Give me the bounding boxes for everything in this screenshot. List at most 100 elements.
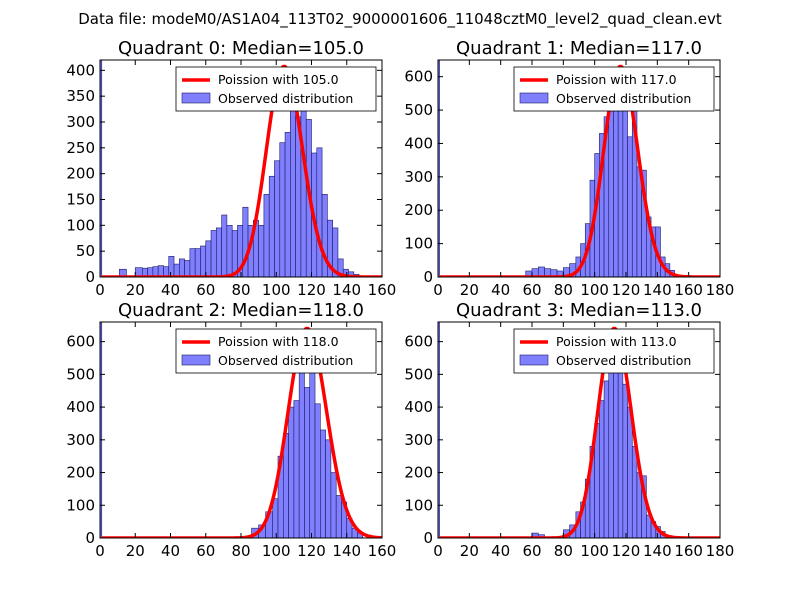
histogram-bar [221,214,228,277]
histogram-bar [314,403,321,538]
poisson-curve [101,64,382,277]
legend-box [513,328,715,374]
x-tick-label: 140 [332,281,361,299]
histogram-bar [210,230,217,277]
histogram-bar [226,225,233,277]
histogram-bar [100,60,103,277]
histogram-bar [617,89,624,277]
axes-frame [437,321,721,539]
y-tick-label: 350 [66,87,95,105]
x-tick-label: 100 [262,542,291,560]
legend: Poission with 105.0 Observed distribution [175,66,377,112]
histogram-bar [290,108,296,277]
y-tick-label: 500 [66,365,95,383]
x-tick-label: 20 [460,281,479,299]
x-tick-label: 20 [126,281,145,299]
y-tick-label: 100 [404,235,433,253]
histogram-bar [622,383,628,538]
y-tick-label: 50 [76,242,95,260]
x-tick-label: 160 [674,542,703,560]
histogram-bar [320,429,326,538]
legend-box [175,66,377,112]
x-tick-label: 100 [580,281,609,299]
x-tick-label: 180 [706,542,735,560]
legend-bar-swatch [181,354,211,366]
histogram-bar [284,132,291,277]
axes-frame [437,59,721,278]
x-tick-label: 40 [161,542,180,560]
x-tick-label: 60 [522,542,541,560]
histogram-bar [263,194,270,277]
x-tick-label: 120 [612,281,641,299]
y-tick-label: 300 [404,168,433,186]
histogram-bar [279,142,286,277]
x-tick-label: 120 [297,281,326,299]
histogram-bar [631,446,638,538]
y-tick-label: 500 [404,101,433,119]
y-tick-label: 300 [404,431,433,449]
panel-title: Quadrant 1: Median=117.0 [456,38,702,59]
figure-suptitle: Data file: modeM0/AS1A04_113T02_90000016… [78,10,722,29]
legend-bar-swatch [181,92,211,104]
panel-title: Quadrant 3: Median=113.0 [456,300,702,321]
x-tick-label: 140 [332,542,361,560]
histogram-bar [268,175,275,277]
y-tick-label: 200 [404,464,433,482]
histogram-bar [316,147,323,277]
legend-label-observed: Observed distribution [556,91,691,106]
histogram-bar [321,194,328,277]
histogram-bar [627,406,633,538]
x-tick-label: 40 [491,542,510,560]
histogram-bar [189,248,196,277]
legend-label-poisson: Poission with 113.0 [556,334,677,349]
y-tick-label: 0 [423,529,433,547]
histogram-bar [216,227,222,277]
y-tick-label: 600 [404,68,433,86]
y-tick-label: 400 [404,398,433,416]
histogram-bar [272,498,279,538]
x-tick-label: 20 [460,542,479,560]
x-tick-label: 160 [368,281,397,299]
histogram-bar [325,439,332,538]
y-tick-label: 100 [66,216,95,234]
legend: Poission with 118.0 Observed distribution [175,328,377,374]
y-tick-label: 500 [404,365,433,383]
x-tick-label: 140 [643,542,672,560]
histogram-bar [288,406,295,538]
histogram-bar [168,256,175,277]
panel-title: Quadrant 0: Median=105.0 [118,38,364,59]
x-tick-label: 160 [674,281,703,299]
histogram-bar [603,380,610,538]
x-tick-label: 120 [612,542,641,560]
legend-label-poisson: Poission with 117.0 [556,72,677,87]
histogram-bar [173,263,180,277]
y-tick-label: 0 [85,529,95,547]
histogram-bar [274,160,281,277]
legend-label-poisson: Poission with 118.0 [218,334,339,349]
y-tick-label: 600 [404,333,433,351]
y-tick-label: 400 [404,134,433,152]
histogram-bar [438,322,440,538]
legend-bar-swatch [519,92,549,104]
histogram-bar [298,367,305,538]
histogram-bar [622,109,628,277]
histogram-bar [330,472,337,538]
histogram-bar [200,245,207,277]
y-tick-label: 150 [66,191,95,209]
poisson-curve [439,64,720,277]
y-tick-label: 200 [66,464,95,482]
panel-1: 0 20 40 60 80 100 120 140 160 1800100200300400500… [404,38,734,299]
histogram-bar [293,400,300,538]
y-tick-label: 100 [404,496,433,514]
y-tick-label: 200 [404,201,433,219]
legend: Poission with 113.0 Observed distribution [513,328,715,374]
x-tick-label: 80 [231,281,250,299]
histogram-bar [179,258,185,277]
histogram-bar [194,248,201,277]
x-tick-label: 100 [580,542,609,560]
legend: Poission with 117.0 Observed distribution [513,66,715,112]
y-tick-label: 0 [423,268,433,286]
x-tick-label: 80 [554,281,573,299]
y-tick-label: 600 [66,333,95,351]
histogram-bar [599,400,605,538]
